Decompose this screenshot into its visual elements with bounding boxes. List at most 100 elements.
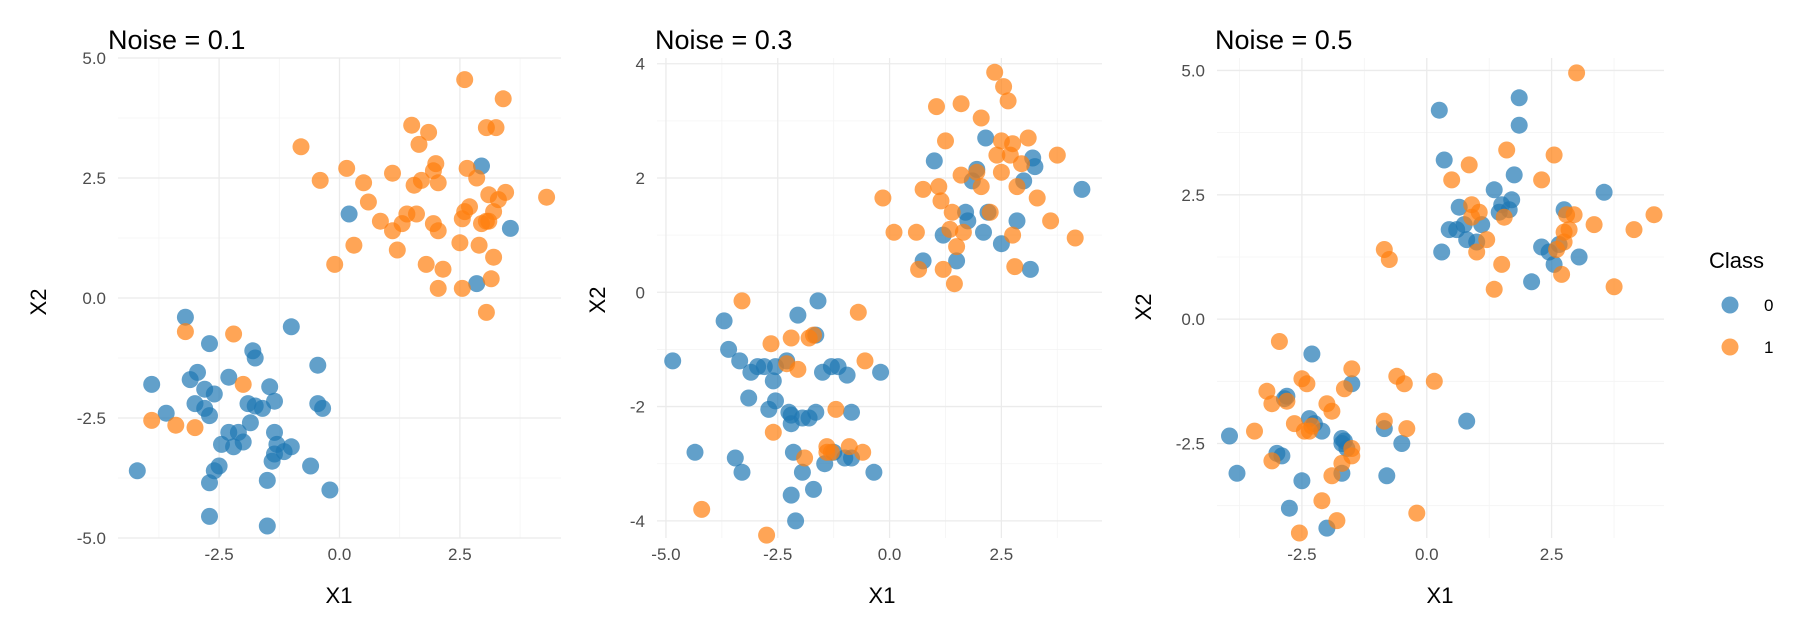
point-class-0	[977, 129, 995, 147]
point-class-1	[371, 212, 389, 230]
point-class-1	[764, 423, 782, 441]
y-tick-label: 0.0	[1181, 310, 1205, 329]
point-class-1	[167, 416, 185, 434]
point-class-1	[1560, 221, 1578, 239]
point-class-1	[1468, 243, 1486, 261]
point-class-0	[266, 392, 283, 410]
point-class-1	[1298, 375, 1316, 393]
point-class-1	[733, 292, 751, 310]
y-tick-label: 0.0	[82, 289, 106, 308]
point-class-1	[782, 329, 800, 347]
point-class-0	[1073, 180, 1091, 198]
point-class-1	[856, 352, 874, 370]
point-class-1	[1485, 280, 1503, 298]
point-class-0	[189, 363, 206, 381]
series-class-1	[693, 63, 1084, 544]
point-class-1	[1545, 146, 1563, 164]
panel-title: Noise = 0.3	[655, 25, 792, 55]
point-class-1	[234, 375, 252, 393]
point-class-1	[885, 223, 903, 241]
point-class-0	[128, 462, 146, 480]
point-class-1	[1605, 278, 1623, 296]
point-class-1	[1278, 392, 1296, 410]
legend-swatch-1	[1721, 338, 1739, 356]
point-class-1	[1408, 504, 1426, 522]
point-class-0	[258, 471, 276, 489]
legend-item-0: 0	[1721, 296, 1773, 315]
point-class-1	[1004, 135, 1022, 153]
point-class-1	[1328, 512, 1346, 530]
point-class-0	[282, 318, 300, 336]
panel-noise-0-5: Noise = 0.5 X1 X2 -2.5 0.0 2.5 -2.5 0.0 2.5 5.…	[1131, 25, 1664, 608]
y-axis-label: X2	[585, 287, 610, 314]
point-class-1	[1533, 171, 1551, 189]
point-class-1	[1028, 189, 1046, 207]
point-class-0	[733, 463, 751, 481]
point-class-0	[282, 438, 300, 456]
point-class-1	[1042, 212, 1060, 230]
point-class-0	[975, 223, 992, 241]
point-class-1	[995, 78, 1013, 96]
point-class-1	[934, 260, 952, 278]
legend-title: Class	[1709, 248, 1764, 273]
y-tick-label: -4	[630, 512, 645, 531]
point-class-1	[693, 500, 711, 518]
point-class-0	[1523, 273, 1541, 291]
y-tick-label: -2.5	[1176, 434, 1205, 453]
x-tick-label: 2.5	[448, 545, 472, 564]
point-class-1	[468, 169, 486, 187]
point-class-1	[429, 279, 447, 297]
point-class-1	[972, 109, 990, 127]
point-class-0	[807, 403, 825, 421]
point-class-1	[1335, 380, 1353, 398]
point-class-0	[843, 403, 860, 421]
point-class-1	[420, 123, 438, 141]
point-class-0	[246, 349, 264, 367]
point-class-0	[805, 480, 822, 498]
panel-title: Noise = 0.5	[1215, 25, 1352, 55]
y-tick-label: -2	[630, 398, 645, 417]
point-class-0	[1228, 464, 1246, 482]
point-class-1	[1645, 206, 1663, 224]
point-class-1	[954, 223, 972, 241]
point-class-1	[762, 335, 780, 353]
y-tick-label: 0	[636, 283, 645, 302]
point-class-0	[664, 352, 682, 370]
point-class-1	[403, 116, 421, 134]
point-class-1	[482, 270, 500, 288]
point-class-0	[501, 219, 519, 237]
point-class-1	[822, 443, 840, 461]
point-class-0	[302, 457, 320, 475]
point-class-1	[840, 438, 858, 456]
point-class-0	[838, 366, 856, 384]
point-class-1	[292, 138, 310, 156]
point-class-1	[176, 323, 194, 341]
point-class-1	[914, 180, 932, 198]
point-class-0	[176, 308, 194, 326]
point-class-1	[1008, 178, 1026, 196]
point-class-1	[796, 449, 814, 467]
point-class-1	[907, 223, 925, 241]
point-class-0	[1026, 158, 1044, 176]
x-tick-label: 0.0	[328, 545, 352, 564]
point-class-0	[1510, 89, 1528, 107]
point-class-1	[538, 188, 556, 206]
point-class-1	[1395, 375, 1413, 393]
point-class-1	[999, 92, 1017, 110]
panel-noise-0-3: Noise = 0.3 X1 X2 -5.0 -2.5 0.0 2.5 -4 -2 0 2 4	[585, 25, 1102, 608]
point-class-1	[1343, 447, 1361, 465]
point-class-1	[1425, 372, 1443, 390]
point-class-1	[943, 203, 961, 221]
point-class-1	[968, 163, 986, 181]
point-class-1	[1380, 251, 1398, 268]
point-class-0	[764, 372, 782, 390]
point-class-1	[1625, 221, 1643, 239]
point-class-0	[1280, 499, 1298, 517]
point-class-1	[338, 159, 356, 177]
point-class-1	[1460, 156, 1478, 174]
point-class-0	[205, 385, 223, 403]
point-class-1	[805, 326, 822, 344]
point-class-1	[477, 303, 495, 321]
point-class-0	[809, 292, 827, 310]
